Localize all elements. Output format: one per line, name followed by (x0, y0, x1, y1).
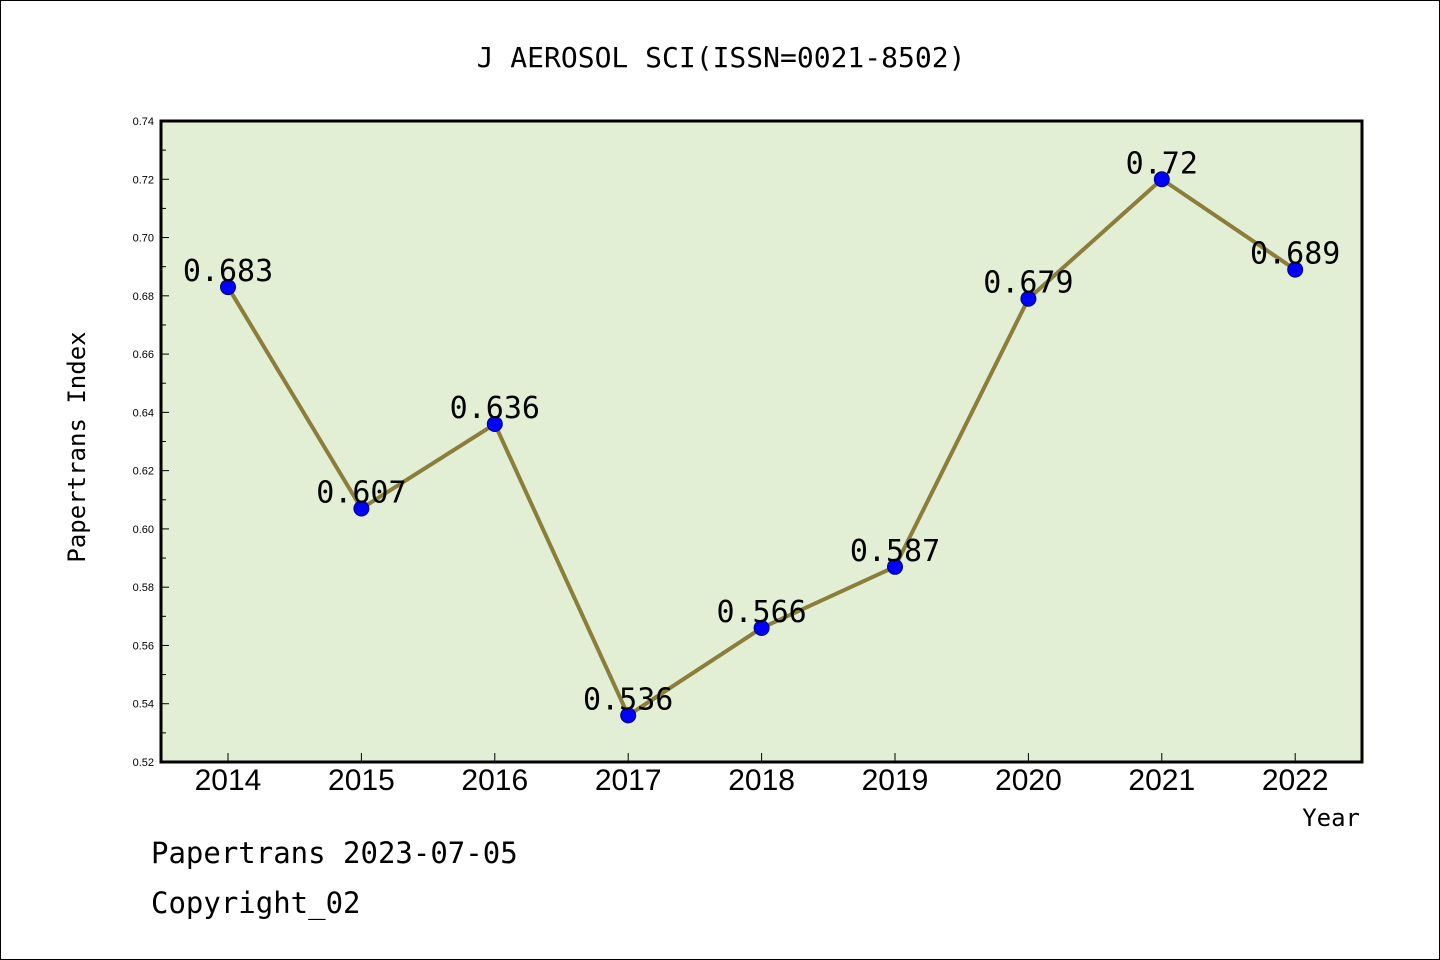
plot-frame (159, 119, 1364, 764)
x-tick-label: 2018 (728, 764, 795, 797)
x-tick-label: 2015 (328, 764, 395, 797)
y-tick-label: 0.62 (133, 466, 154, 478)
data-point (1020, 290, 1037, 307)
data-point (1153, 171, 1170, 188)
data-point (220, 279, 236, 296)
x-tick-label: 2016 (461, 764, 528, 797)
footer-copyright: Copyright_02 (151, 886, 361, 920)
series-line-group: 0.683 0.607 0.636 0.536 0.566 0.587 0.679 0.72 0… (183, 146, 1340, 724)
y-tick-label: 0.66 (133, 349, 154, 361)
data-label: 0.679 (983, 266, 1073, 301)
data-point (1287, 261, 1304, 278)
x-axis-ticks: 2014 2015 2016 2017 2018 2019 2020 2021 2022 (195, 753, 1329, 797)
data-point (486, 416, 503, 433)
data-label: 0.607 (316, 476, 406, 511)
x-tick-label: 2019 (862, 764, 929, 797)
x-tick-label: 2020 (995, 764, 1062, 797)
data-label: 0.587 (850, 534, 940, 569)
data-label: 0.683 (183, 254, 273, 289)
data-label: 0.536 (583, 682, 673, 717)
chart-title: J AEROSOL SCI(ISSN=0021-8502) (477, 41, 966, 74)
data-label: 0.566 (716, 595, 806, 630)
x-tick-label: 2021 (1128, 764, 1195, 797)
data-label: 0.72 (1126, 146, 1198, 181)
y-tick-label: 0.58 (133, 582, 154, 594)
footer-date: Papertrans 2023-07-05 (151, 836, 518, 870)
plot-area (161, 121, 1362, 762)
x-tick-label: 2022 (1262, 764, 1329, 797)
y-tick-label: 0.64 (133, 407, 154, 419)
y-tick-label: 0.60 (133, 524, 154, 536)
data-point (620, 707, 637, 724)
y-tick-label: 0.56 (133, 640, 154, 652)
y-tick-label: 0.74 (133, 116, 154, 128)
y-tick-label: 0.52 (133, 757, 154, 769)
y-tick-label: 0.70 (133, 233, 154, 245)
x-tick-label: 2014 (195, 764, 262, 797)
x-axis-label: Year (1302, 804, 1360, 832)
y-tick-label: 0.54 (133, 699, 154, 711)
data-point (887, 558, 903, 575)
y-tick-label: 0.72 (133, 174, 154, 186)
data-point (353, 500, 370, 517)
y-axis-ticks: 0.52 0.54 0.56 0.58 0.60 0.62 0.64 0.66 0.68 0.70… (133, 116, 169, 769)
data-point (753, 619, 770, 636)
x-tick-label: 2017 (595, 764, 662, 797)
data-label: 0.689 (1250, 237, 1340, 272)
y-tick-label: 0.68 (133, 291, 154, 303)
y-axis-label: Papertrans Index (63, 331, 91, 562)
data-label: 0.636 (450, 391, 540, 426)
